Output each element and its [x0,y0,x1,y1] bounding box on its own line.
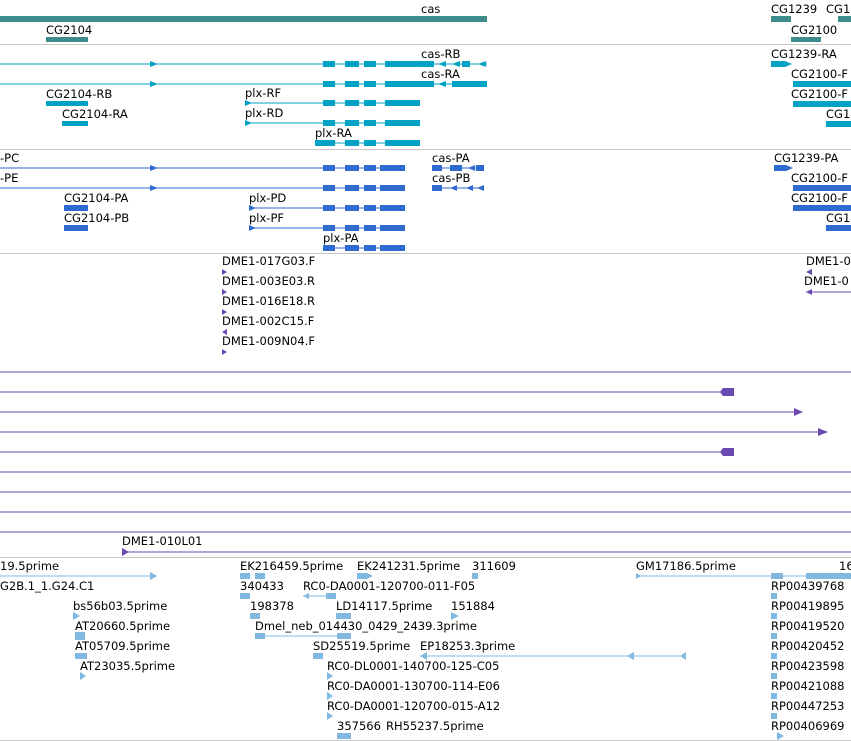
label-est-e32: RP00406969 [771,719,844,733]
label-clone-c2: DME1-003E03.R [222,274,315,288]
label-est-e22: RP00420452 [771,639,844,653]
label-plx-pd: plx-PD [249,191,286,205]
label-est-e4: 311609 [472,559,516,573]
gene-track: cas CG2104 CG1239 CG1 CG2100 [0,2,851,42]
label-cg1239-pa: CG1239-PA [774,151,839,165]
gene-label-cg1239: CG1239 [771,2,817,16]
label-cas-pa: cas-PA [432,151,470,165]
label-est-e20: SD25519.5prime [313,639,410,653]
est-track: 19.5prime EK216459.5prime EK241231.5prim… [0,559,851,740]
label-clone-r2: DME1-0 [804,274,849,288]
label-est-e28: RC0-DA0001-120700-015-A12 [327,699,500,713]
label-clone-c3: DME1-016E18.R [222,294,315,308]
label-plx-rf: plx-RF [245,86,281,100]
transcript-cyan-features[interactable] [0,61,851,146]
gene-cas[interactable] [0,16,487,22]
label-plx-pf: plx-PF [249,211,284,225]
label-est-e26: RC0-DA0001-130700-114-E06 [327,679,500,693]
label-est-e14: 151884 [451,599,495,613]
gene-features [0,16,851,42]
label-plx-rd: plx-RD [245,106,283,120]
gene-cg2104[interactable] [46,37,88,42]
label-est-e29: RP00447253 [771,699,844,713]
label-est-e23: AT23035.5prime [80,659,175,673]
label-cg1239-ra: CG1239-RA [771,47,837,61]
label-est-e3: EK241231.5prime [357,559,460,573]
gene-label-cas: cas [421,2,440,16]
label-est-e15: RP00419895 [771,599,844,613]
label-est-e6: 16 [839,559,851,573]
label-clone-c4: DME1-002C15.F [222,314,314,328]
label-est-e21: EP18253.3prime [420,639,515,653]
clone-features[interactable] [0,269,851,556]
label-est-e17: Dmel_neb_014430_0429_2439.3prime [255,619,477,633]
label-est-e27: RP00421088 [771,679,844,693]
label-clone-r1: DME1-0 [806,254,851,268]
label-clone-c5: DME1-009N04.F [222,334,315,348]
label-cg2104-pa: CG2104-PA [64,191,129,205]
gene-cg1[interactable] [838,16,851,22]
label-est-e24: RC0-DL0001-140700-125-C05 [327,659,499,673]
label-cas-pb: cas-PB [432,171,470,185]
label-est-e8: 340433 [240,579,284,593]
gene-cg1239[interactable] [771,16,791,22]
transcript-blue-features[interactable] [0,165,851,251]
label-est-e12: 198378 [250,599,294,613]
label-cg1-cyan: CG1 [826,107,850,121]
gene-label-cg1: CG1 [826,2,850,16]
label-est-e7: G2B.1_1.G24.C1 [0,579,94,593]
label-cas-rb: cas-RB [421,47,461,61]
label-est-e2: EK216459.5prime [240,559,343,573]
label-est-e5: GM17186.5prime [636,559,736,573]
label-cg1-blue: CG1 [826,211,850,225]
label-est-e1: 19.5prime [0,559,59,573]
label-cas-ra: cas-RA [421,67,460,81]
label-cg2100-r1: CG2100-F [791,67,848,81]
gene-label-cg2104: CG2104 [46,23,92,37]
label-est-e30: 357566 [337,719,381,733]
label-pe: -PE [0,171,18,185]
transcript-track-cyan: cas-RB cas-RA CG2104-RB CG2104-RA plx-RF… [0,47,851,146]
label-est-e16: AT20660.5prime [75,619,170,633]
label-est-e18: RP00419520 [771,619,844,633]
label-clone-c1: DME1-017G03.F [222,254,315,268]
label-plx-pa: plx-PA [323,231,359,245]
label-est-e10: RP00439768 [771,579,844,593]
label-est-e19: AT05709.5prime [75,639,170,653]
gene-cg2100[interactable] [791,37,821,42]
clone-track: DME1-017G03.F DME1-003E03.R DME1-016E18.… [0,254,851,556]
label-est-e13: LD14117.5prime [336,599,432,613]
label-est-e25: RP00423598 [771,659,844,673]
gene-label-cg2100: CG2100 [791,23,837,37]
label-cg2104-ra: CG2104-RA [62,107,128,121]
label-cg2100-p1: CG2100-F [791,171,848,185]
label-cg2104-pb: CG2104-PB [64,211,129,225]
transcript-track-blue: -PC -PE cas-PA cas-PB CG2104-PA CG2104-P… [0,151,851,251]
label-est-e9: RC0-DA0001-120700-011-F05 [303,579,475,593]
label-cg2104-rb: CG2104-RB [46,87,112,101]
label-pc: -PC [0,151,19,165]
label-cg2100-r2: CG2100-F [791,87,848,101]
label-cg2100-p2: CG2100-F [791,191,848,205]
label-est-e31: RH55237.5prime [386,719,484,733]
label-est-e11: bs56b03.5prime [73,599,167,613]
est-features[interactable] [0,572,851,740]
label-plx-ra: plx-RA [315,126,352,140]
label-clone-c6: DME1-010L01 [122,534,203,548]
